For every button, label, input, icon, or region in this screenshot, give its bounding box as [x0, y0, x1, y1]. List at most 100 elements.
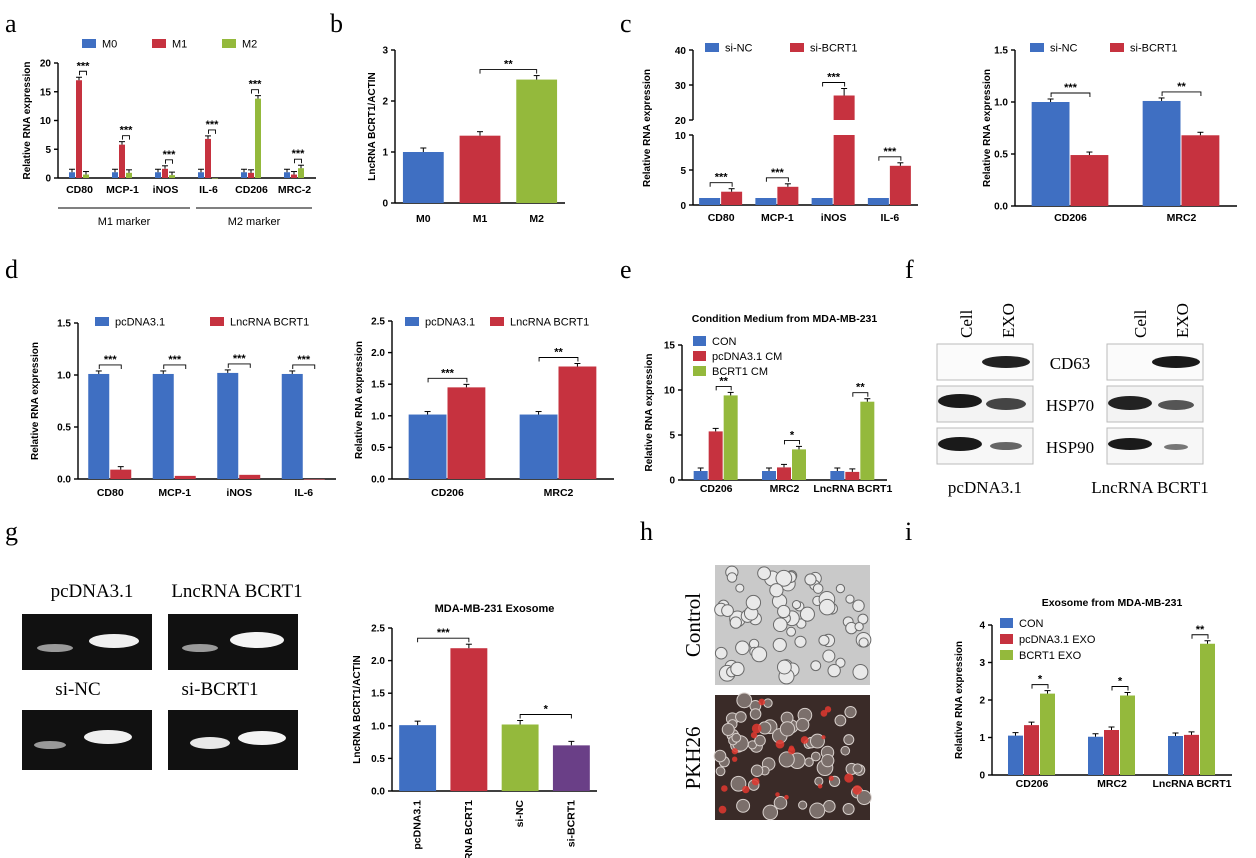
significance-bracket — [294, 158, 302, 164]
y-axis-label: LncRNA BCRT1/ACTIN — [367, 72, 378, 181]
legend-swatch — [1000, 650, 1013, 660]
significance-label: ** — [1196, 624, 1205, 636]
significance-label: ** — [719, 375, 728, 387]
bar-pcdna3-1-exo — [1184, 734, 1199, 775]
legend-swatch — [705, 43, 719, 52]
bar-si-bcrt1-upper — [833, 95, 855, 120]
chart-c2: 0.0 0.5 1.0 1.5 Relative RNA expression *** CD… — [982, 43, 1237, 224]
chart-title: Exosome from MDA-MB-231 — [1042, 597, 1183, 609]
cell-shape — [794, 635, 807, 648]
y-tick-label: 2 — [979, 696, 985, 707]
cell-shape — [845, 594, 855, 604]
bar-si-bcrt1 — [777, 186, 799, 205]
y-tick-label: 5 — [680, 166, 686, 177]
chart-b: 0 1 2 3 LncRNA BCRT1/ACTIN M0 M1 M2 ** — [367, 46, 565, 225]
cell-shape — [729, 616, 742, 629]
cell-shape — [730, 661, 745, 677]
bar-m1 — [459, 135, 501, 203]
significance-bracket — [98, 364, 122, 369]
cell-shape — [818, 598, 836, 616]
bar-pcdna3-1 — [408, 414, 447, 479]
legend-label: M2 — [242, 39, 257, 51]
significance-label: *** — [827, 72, 841, 84]
bar-con — [762, 471, 776, 480]
legend-swatch — [790, 43, 804, 52]
y-tick-label: 10 — [675, 131, 687, 142]
bar-si-bcrt1 — [552, 745, 590, 791]
legend-swatch — [693, 366, 706, 376]
y-tick-label: 2.0 — [371, 656, 385, 667]
y-tick-label: 15 — [40, 87, 52, 98]
legend-label: M1 — [172, 39, 187, 51]
significance-bracket — [1111, 686, 1129, 691]
legend-swatch — [693, 351, 706, 361]
cell-shape — [798, 800, 808, 810]
bar-pcdna3-1-exo — [1104, 730, 1119, 775]
cell-shape — [775, 569, 793, 587]
legend-swatch — [95, 317, 109, 326]
category-label: MRC2 — [770, 483, 800, 495]
category-label: IL-6 — [199, 184, 218, 196]
cell-shape — [786, 626, 797, 637]
bar-m0 — [112, 172, 118, 178]
y-tick-label: 0 — [382, 199, 388, 210]
y-tick-label: 1 — [382, 148, 388, 159]
category-label: MRC-2 — [278, 184, 311, 196]
y-tick-label: 20 — [675, 116, 687, 127]
significance-label: *** — [1064, 82, 1078, 94]
group-label-m1: M1 marker — [98, 216, 151, 228]
pkh26-fluorescence-dot — [844, 773, 854, 783]
significance-bracket — [479, 69, 538, 74]
y-tick-label: 0.0 — [371, 475, 385, 486]
legend-swatch — [693, 336, 706, 346]
y-tick-label: 0.5 — [371, 443, 385, 454]
category-label: CD206 — [1016, 778, 1049, 790]
cell-shape — [812, 583, 824, 594]
bar-con — [1008, 735, 1023, 775]
chart-e: 0 5 10 15 Relative RNA expression Condition M… — [644, 313, 892, 495]
y-tick-label: 0 — [680, 201, 686, 212]
bar-m2 — [83, 174, 89, 178]
bar-m1 — [205, 138, 211, 178]
cell-shape — [835, 657, 846, 668]
significance-bracket — [292, 364, 316, 369]
significance-label: * — [544, 703, 549, 715]
blot-col-exo-1: EXO — [999, 303, 1018, 338]
category-label: pcDNA3.1 — [412, 800, 424, 850]
significance-label: *** — [771, 167, 785, 179]
cell-shape — [731, 732, 742, 743]
pkh26-fluorescence-dot — [817, 783, 823, 789]
significance-label: *** — [233, 353, 247, 365]
cell-shape — [814, 776, 824, 786]
legend-swatch — [1000, 634, 1013, 644]
bar-m1 — [162, 168, 168, 178]
pkh26-fluorescence-dot — [742, 785, 750, 794]
cell-shape — [735, 583, 745, 593]
y-axis-label: LncRNA BCRT1/ACTIN — [352, 655, 363, 764]
significance-bracket — [163, 364, 187, 369]
pkh26-fluorescence-dot — [731, 756, 738, 762]
legend-label: pcDNA3.1 CM — [712, 351, 782, 363]
cell-shape — [835, 583, 846, 594]
cell-shape — [730, 775, 747, 792]
category-label: MRC2 — [1097, 778, 1127, 790]
bar-m1 — [76, 80, 82, 178]
significance-bracket — [852, 392, 869, 397]
legend-swatch — [1000, 618, 1013, 628]
pkh26-fluorescence-dot — [828, 775, 834, 781]
legend-label: LncRNA BCRT1 — [510, 317, 589, 329]
cell-shape — [827, 663, 841, 678]
bar-pcdna3-1-exo — [1024, 725, 1039, 775]
cell-shape — [852, 599, 865, 612]
legend-label: CON — [1019, 618, 1044, 630]
cell-shape — [726, 572, 738, 583]
y-tick-label: 1.5 — [371, 689, 385, 700]
category-label: CD80 — [97, 487, 124, 499]
group-label-m2: M2 marker — [228, 216, 281, 228]
category-label: LncRNA BCRT1 — [463, 800, 475, 858]
category-label: CD206 — [700, 483, 733, 495]
bar-si-bcrt1 — [1181, 135, 1220, 206]
significance-bracket — [1050, 92, 1091, 97]
bar-con — [1088, 736, 1103, 775]
bar-si-bcrt1 — [721, 191, 743, 205]
